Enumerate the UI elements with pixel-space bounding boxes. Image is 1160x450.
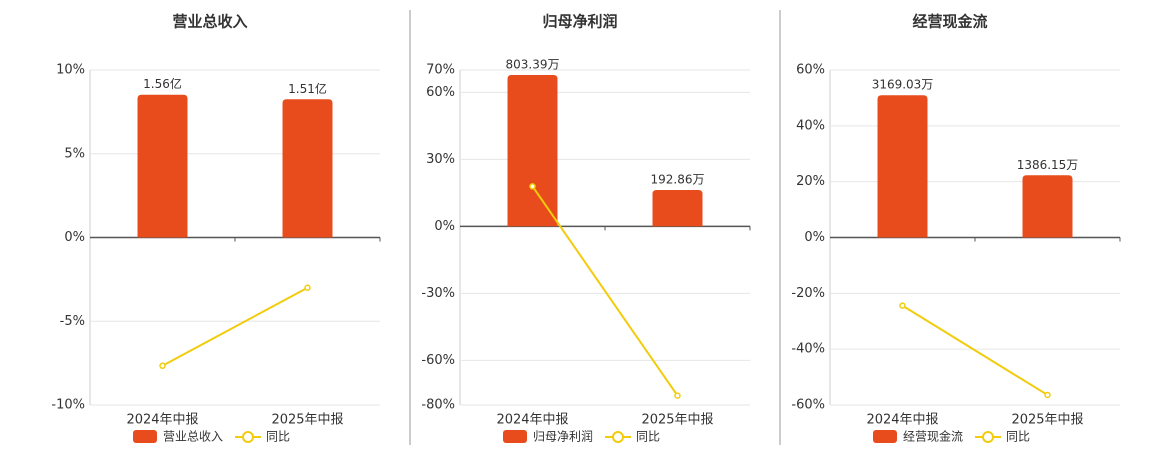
yoy-point — [304, 284, 311, 291]
chart-title: 营业总收入 — [172, 13, 247, 31]
x-tick-label: 2025年中报 — [271, 413, 343, 428]
yoy-line — [162, 286, 308, 367]
y-tick-label: 0% — [804, 230, 825, 245]
y-tick-label: -20% — [791, 286, 825, 301]
bar — [652, 190, 703, 227]
value-label: 803.39万 — [506, 58, 560, 72]
y-tick-label: 20% — [796, 174, 825, 189]
yoy-point — [899, 302, 906, 309]
chart-title: 归母净利润 — [542, 13, 617, 31]
x-tick-label: 2024年中报 — [496, 413, 568, 428]
chart-title: 经营现金流 — [912, 13, 987, 31]
y-tick-label: 60% — [796, 63, 825, 78]
legend-marker — [982, 431, 994, 443]
yoy-point — [1044, 391, 1051, 399]
value-label: 192.86万 — [651, 173, 705, 187]
legend-label: 营业总收入 — [163, 430, 223, 444]
y-tick-label: -60% — [421, 353, 455, 368]
yoy-line — [531, 185, 679, 397]
y-tick-label: 30% — [426, 152, 455, 167]
y-tick-label: 5% — [64, 146, 85, 161]
legend-swatch — [503, 430, 527, 443]
legend-label: 同比 — [636, 430, 660, 444]
bar — [1022, 175, 1073, 238]
value-label: 1.51亿 — [288, 81, 327, 96]
yoy-point — [159, 362, 166, 370]
legend-swatch — [133, 430, 157, 443]
legend-label: 同比 — [1006, 430, 1030, 444]
yoy-line — [901, 304, 1049, 396]
x-tick-label: 2025年中报 — [1011, 413, 1083, 428]
y-tick-label: -10% — [51, 398, 85, 413]
y-tick-label: -5% — [60, 314, 85, 329]
y-tick-label: 40% — [796, 118, 825, 133]
yoy-point — [529, 183, 536, 190]
y-tick-label: 70% — [426, 63, 455, 78]
legend-label: 同比 — [266, 430, 290, 444]
y-tick-label: 10% — [56, 63, 85, 78]
bar — [282, 99, 333, 238]
y-tick-label: 60% — [426, 85, 455, 100]
value-label: 1386.15万 — [1017, 158, 1079, 172]
y-tick-label: 0% — [434, 219, 455, 234]
value-label: 3169.03万 — [872, 78, 934, 92]
legend-swatch — [873, 430, 897, 443]
legend-label: 经营现金流 — [903, 429, 963, 444]
y-tick-label: -60% — [791, 398, 825, 413]
bar — [877, 95, 928, 238]
legend-marker — [242, 431, 254, 443]
legend-marker — [612, 431, 624, 443]
yoy-point — [674, 392, 681, 399]
legend-label: 归母净利润 — [533, 430, 593, 444]
bar — [507, 75, 558, 227]
y-tick-label: 0% — [64, 230, 85, 245]
x-tick-label: 2024年中报 — [866, 413, 938, 428]
x-tick-label: 2025年中报 — [641, 413, 713, 428]
y-tick-label: -30% — [421, 286, 455, 301]
y-tick-label: -40% — [791, 342, 825, 357]
y-tick-label: -80% — [421, 398, 455, 413]
value-label: 1.56亿 — [143, 76, 182, 91]
bar — [137, 94, 188, 238]
x-tick-label: 2024年中报 — [126, 413, 198, 428]
